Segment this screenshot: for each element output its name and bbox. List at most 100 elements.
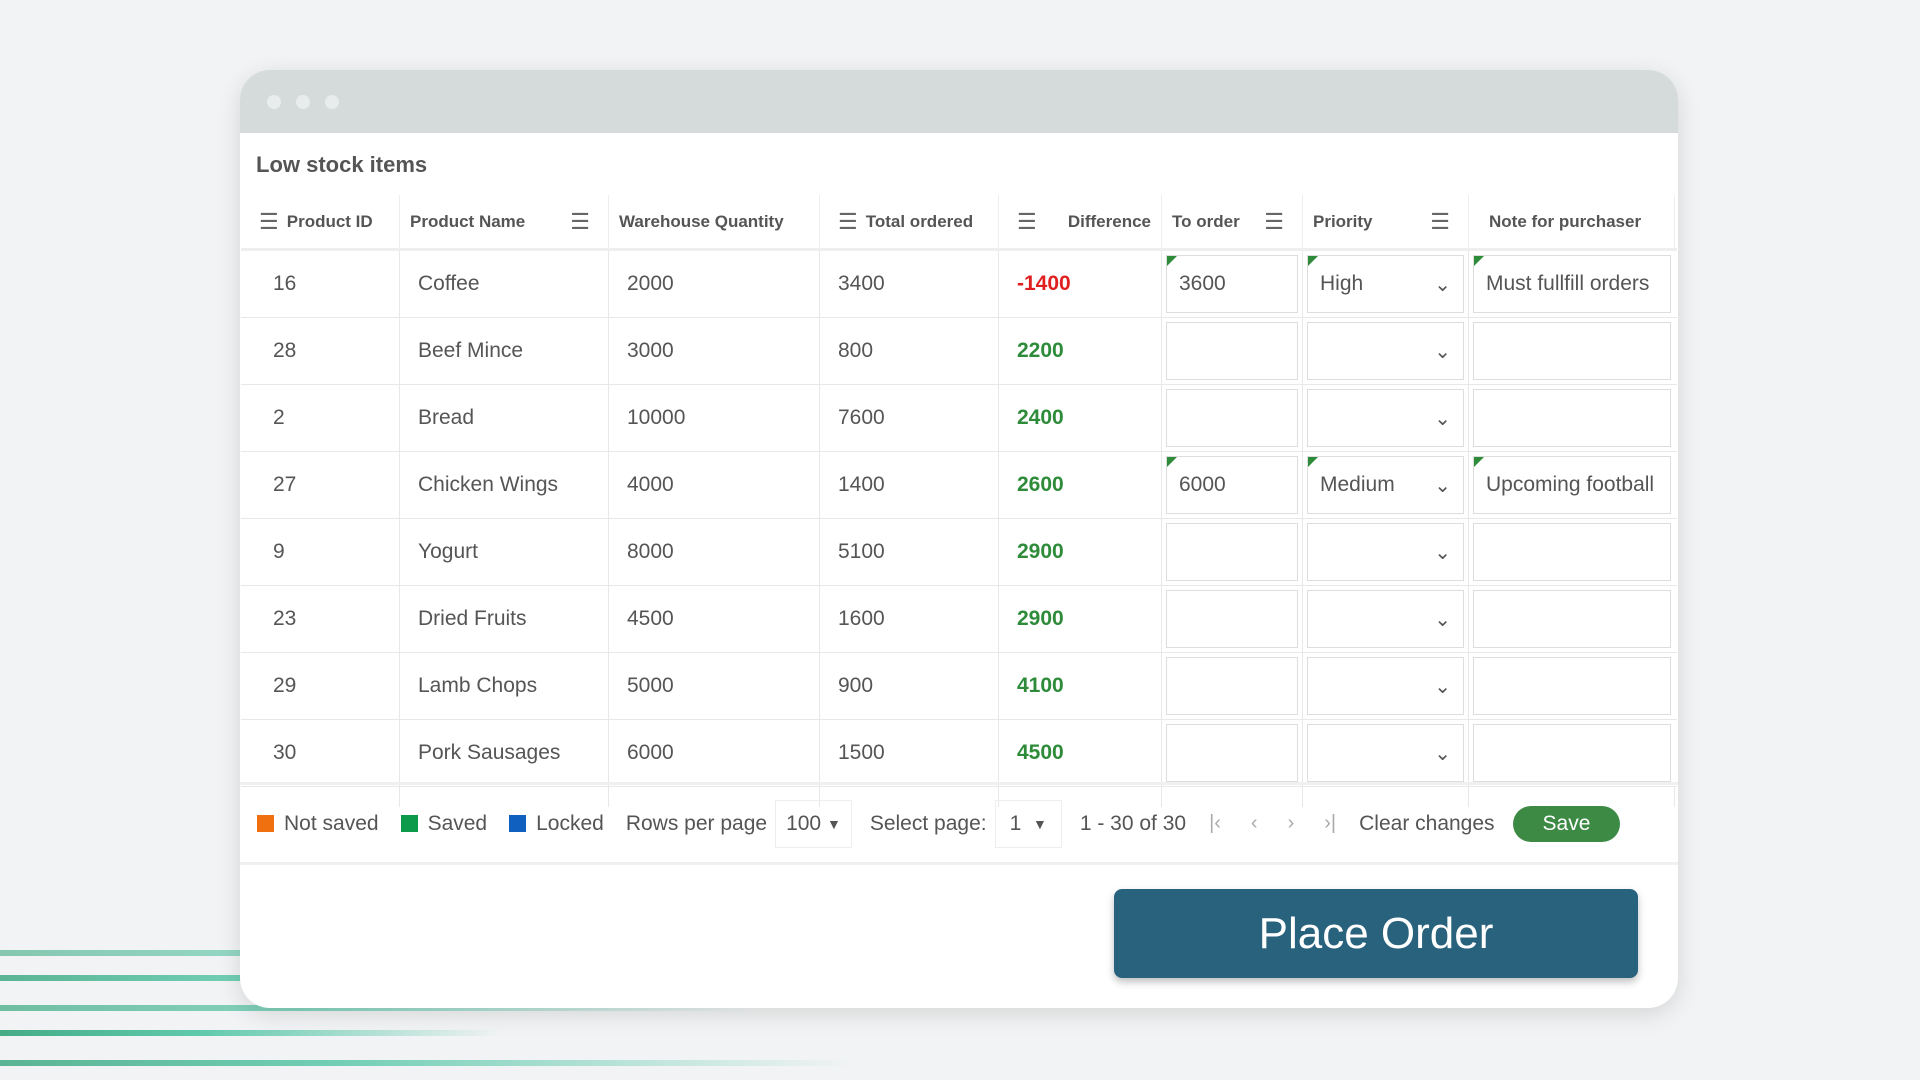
note-input[interactable]: Upcoming football	[1473, 456, 1671, 514]
legend-label: Locked	[536, 811, 604, 835]
priority-select[interactable]: ⌄	[1307, 590, 1464, 648]
column-header[interactable]: ☰ Product ID	[241, 195, 400, 248]
product-name-cell: Beef Mince	[400, 318, 609, 384]
place-order-button[interactable]: Place Order	[1114, 889, 1638, 978]
page-range: 1 - 30 of 30	[1079, 811, 1187, 835]
table-row	[241, 787, 1677, 807]
difference-cell: 2200	[999, 318, 1162, 384]
priority-cell: ⌄	[1303, 720, 1469, 786]
saved-flag-icon	[1308, 256, 1318, 266]
chevron-down-icon: ⌄	[1434, 340, 1451, 363]
product-name-cell: Dried Fruits	[400, 586, 609, 652]
warehouse-qty-cell: 4500	[609, 586, 820, 652]
to-order-cell	[1162, 318, 1303, 384]
next-page-icon[interactable]: ›	[1287, 812, 1295, 834]
last-page-icon[interactable]: ›|	[1324, 812, 1337, 834]
column-menu-icon[interactable]: ☰	[1017, 208, 1037, 234]
legend-item: Saved	[400, 811, 488, 836]
column-header[interactable]: Note for purchaser	[1469, 195, 1675, 248]
table-row: 23 Dried Fruits 4500 1600 2900 ⌄	[241, 586, 1677, 653]
page-select[interactable]: 1 ▼	[994, 799, 1062, 848]
note-input[interactable]	[1473, 590, 1671, 648]
first-page-icon[interactable]: |‹	[1209, 812, 1221, 834]
window-dot[interactable]	[325, 95, 339, 109]
rows-per-page-select[interactable]: 100 ▼	[775, 799, 852, 848]
priority-select[interactable]: Medium ⌄	[1307, 456, 1464, 514]
to-order-input[interactable]	[1166, 724, 1298, 782]
table-row: 30 Pork Sausages 6000 1500 4500 ⌄	[241, 720, 1677, 787]
priority-select[interactable]: ⌄	[1307, 322, 1464, 380]
save-button[interactable]: Save	[1512, 805, 1621, 842]
priority-select[interactable]: ⌄	[1307, 724, 1464, 782]
priority-select[interactable]: ⌄	[1307, 657, 1464, 715]
column-header-label: Priority	[1313, 211, 1373, 231]
note-input[interactable]	[1473, 322, 1671, 380]
warehouse-qty-cell: 4000	[609, 452, 820, 518]
product-id-cell: 29	[241, 653, 400, 719]
empty-cell	[820, 787, 999, 807]
window-dot[interactable]	[296, 95, 310, 109]
column-menu-icon[interactable]: ☰	[259, 208, 279, 234]
legend-label: Saved	[427, 811, 488, 835]
clear-changes-button[interactable]: Clear changes	[1359, 811, 1495, 835]
table-row: 29 Lamb Chops 5000 900 4100 ⌄	[241, 653, 1677, 720]
product-id-cell: 2	[241, 385, 400, 451]
column-menu-icon[interactable]: ☰	[1264, 208, 1284, 234]
chevron-down-icon: ⌄	[1434, 273, 1451, 296]
total-ordered-cell: 3400	[820, 251, 999, 317]
chevron-down-icon: ⌄	[1434, 474, 1451, 497]
grid-footer: Not saved Saved Locked Rows per page 100 ▼…	[240, 782, 1678, 865]
column-menu-icon[interactable]: ☰	[570, 208, 590, 234]
note-input[interactable]	[1473, 657, 1671, 715]
table-row: 16 Coffee 2000 3400 -1400 3600 High ⌄ Mus…	[241, 251, 1677, 318]
to-order-input[interactable]: 3600	[1166, 255, 1298, 313]
to-order-input[interactable]	[1166, 657, 1298, 715]
column-header[interactable]: Warehouse Quantity	[609, 195, 820, 248]
empty-cell	[400, 787, 609, 807]
empty-cell	[1162, 787, 1303, 807]
difference-cell: 4100	[999, 653, 1162, 719]
priority-select[interactable]: ⌄	[1307, 523, 1464, 581]
column-header-label: Total ordered	[865, 211, 974, 231]
note-value: Must fullfill orders	[1486, 272, 1650, 295]
difference-cell: 4500	[999, 720, 1162, 786]
to-order-input[interactable]: 6000	[1166, 456, 1298, 514]
priority-value: Medium	[1320, 473, 1395, 496]
note-input[interactable]	[1473, 724, 1671, 782]
priority-select[interactable]: ⌄	[1307, 389, 1464, 447]
note-input[interactable]	[1473, 389, 1671, 447]
to-order-input[interactable]	[1166, 389, 1298, 447]
data-grid: ☰ Product ID Product Name ☰ Warehouse Quanti…	[241, 195, 1677, 807]
to-order-cell	[1162, 653, 1303, 719]
page-title: Low stock items	[256, 152, 428, 177]
warehouse-qty-cell: 8000	[609, 519, 820, 585]
column-menu-icon[interactable]: ☰	[1430, 208, 1450, 234]
priority-cell: High ⌄	[1303, 251, 1469, 317]
to-order-input[interactable]	[1166, 322, 1298, 380]
column-header[interactable]: ☰ Difference	[999, 195, 1162, 248]
table-row: 28 Beef Mince 3000 800 2200 ⌄	[241, 318, 1677, 385]
note-input[interactable]: Must fullfill orders	[1473, 255, 1671, 313]
column-header[interactable]: Priority ☰	[1303, 195, 1469, 248]
table-row: 27 Chicken Wings 4000 1400 2600 6000 Med…	[241, 452, 1677, 519]
priority-cell: Medium ⌄	[1303, 452, 1469, 518]
column-header[interactable]: ☰ Total ordered	[820, 195, 999, 248]
to-order-value: 6000	[1179, 473, 1226, 496]
to-order-input[interactable]	[1166, 523, 1298, 581]
saved-flag-icon	[1474, 457, 1484, 467]
product-name-cell: Chicken Wings	[400, 452, 609, 518]
to-order-input[interactable]	[1166, 590, 1298, 648]
column-menu-icon[interactable]: ☰	[838, 208, 858, 234]
column-header[interactable]: To order ☰	[1162, 195, 1303, 248]
prev-page-icon[interactable]: ‹	[1250, 812, 1258, 834]
column-header[interactable]: Product Name ☰	[400, 195, 609, 248]
priority-select[interactable]: High ⌄	[1307, 255, 1464, 313]
note-input[interactable]	[1473, 523, 1671, 581]
column-header-label: Difference	[1067, 211, 1151, 231]
window-dot[interactable]	[267, 95, 281, 109]
warehouse-qty-cell: 6000	[609, 720, 820, 786]
product-name-cell: Pork Sausages	[400, 720, 609, 786]
difference-cell: 2600	[999, 452, 1162, 518]
select-page-label: Select page:	[869, 811, 987, 835]
legend-swatch	[400, 815, 418, 832]
